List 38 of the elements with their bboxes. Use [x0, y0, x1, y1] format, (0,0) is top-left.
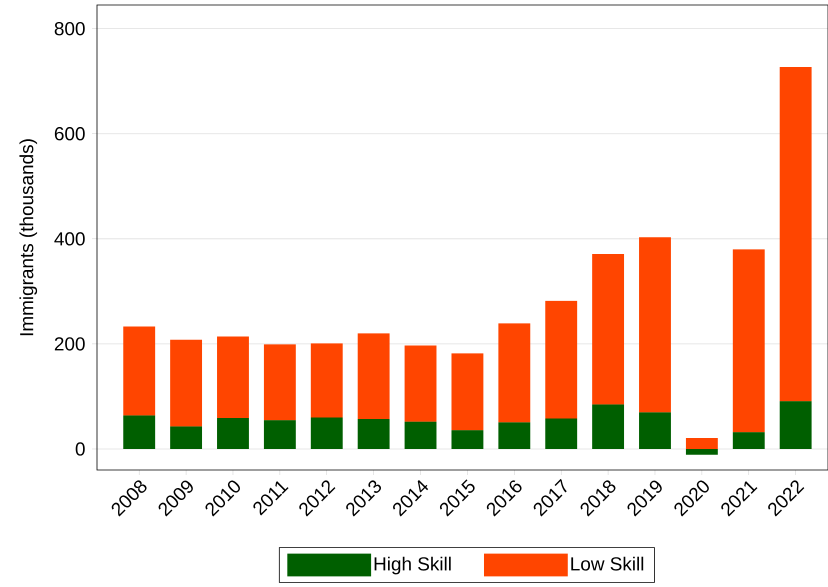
- y-axis-title: Immigrants (thousands): [19, 139, 38, 336]
- y-tick-label: 800: [54, 22, 85, 36]
- y-tick-label: 200: [54, 337, 85, 351]
- bar: [451, 353, 484, 430]
- bar: [310, 343, 343, 418]
- bar: [404, 422, 436, 449]
- y-tick-label: 400: [54, 232, 85, 246]
- bar: [123, 415, 156, 449]
- bar: [358, 419, 390, 449]
- y-tick-label: 600: [54, 127, 85, 140]
- bar: [170, 426, 202, 449]
- bar: [545, 300, 578, 419]
- bar: [264, 344, 296, 420]
- bar: [592, 404, 624, 449]
- bar: [732, 249, 765, 432]
- bar: [639, 237, 671, 412]
- bar: [498, 422, 530, 449]
- bar: [358, 333, 390, 420]
- bar: [264, 420, 296, 449]
- bar: [686, 438, 718, 449]
- bar: [404, 345, 436, 422]
- bar: [780, 401, 812, 449]
- bar: [639, 412, 671, 449]
- bar: [780, 67, 812, 402]
- bar: [310, 417, 343, 449]
- y-tick-label: 0: [76, 442, 85, 456]
- bar: [451, 430, 484, 449]
- legend-label: High Skill: [374, 556, 451, 574]
- bar: [123, 326, 156, 416]
- legend-label: Low Skill: [571, 556, 644, 571]
- bar: [732, 432, 765, 449]
- bar: [686, 448, 718, 455]
- bar: [217, 336, 249, 418]
- bar: [498, 323, 530, 422]
- bar: [592, 254, 624, 404]
- bar: [545, 418, 578, 449]
- bar: [170, 340, 202, 426]
- bar: [217, 418, 249, 449]
